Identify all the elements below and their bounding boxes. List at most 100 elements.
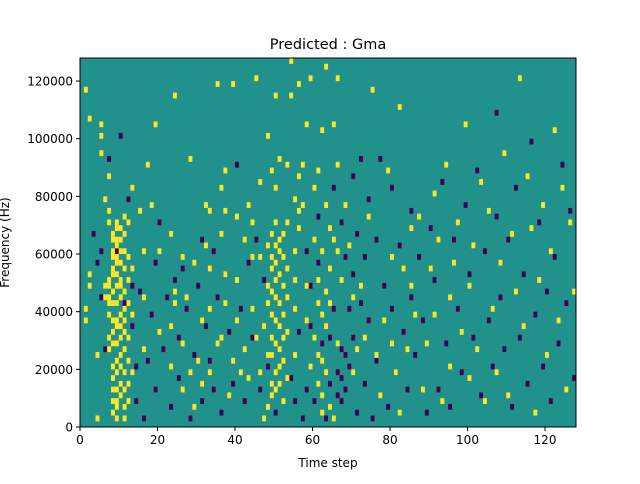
heatmap-cell-low xyxy=(138,288,143,295)
heatmap-cell-high xyxy=(277,323,282,330)
heatmap-cell-high xyxy=(297,225,301,232)
heatmap-cell-high xyxy=(122,386,127,393)
plot-frame xyxy=(79,57,577,428)
heatmap-cell-high xyxy=(560,184,565,191)
heatmap-cell-high xyxy=(537,277,542,283)
heatmap-cell-high xyxy=(285,161,290,168)
heatmap-cell-high xyxy=(242,346,247,353)
heatmap-cell-low xyxy=(215,294,220,301)
heatmap-cell-high xyxy=(320,127,325,134)
heatmap-cell-high xyxy=(277,248,282,255)
heatmap-cell-high xyxy=(320,248,325,255)
heatmap-cell-high xyxy=(200,317,205,324)
heatmap-cell-low xyxy=(207,357,212,364)
heatmap-cell-low xyxy=(200,236,205,243)
heatmap-cell-low xyxy=(475,167,480,174)
heatmap-cell-high xyxy=(149,202,154,208)
heatmap-cell-low xyxy=(273,409,278,416)
heatmap-cell-high xyxy=(114,357,119,364)
heatmap-cell-high xyxy=(235,277,239,283)
heatmap-cell-high xyxy=(107,282,112,289)
heatmap-cell-low xyxy=(331,305,336,312)
heatmap-cell-low xyxy=(335,392,340,399)
heatmap-cell-high xyxy=(118,363,123,370)
heatmap-cell-high xyxy=(300,202,305,208)
heatmap-cell-high xyxy=(277,236,282,243)
heatmap-cell-low xyxy=(238,305,243,312)
heatmap-cell-high xyxy=(114,300,119,306)
heatmap-cell-low xyxy=(351,271,356,278)
heatmap-cell-low xyxy=(397,242,402,249)
heatmap-cell-high xyxy=(343,202,348,208)
heatmap-cell-high xyxy=(122,305,127,312)
heatmap-cell-high xyxy=(258,254,263,260)
heatmap-cell-high xyxy=(262,323,267,330)
heatmap-cell-high xyxy=(114,398,119,404)
heatmap-cell-low xyxy=(359,156,363,162)
y-tick-label: 20000 xyxy=(35,363,73,377)
heatmap-cell-high xyxy=(320,311,325,318)
heatmap-cell-high xyxy=(273,277,278,283)
heatmap-cell-low xyxy=(467,271,472,278)
heatmap-cell-low xyxy=(153,386,158,393)
heatmap-cell-high xyxy=(130,311,135,318)
heatmap-cell-high xyxy=(382,317,387,324)
heatmap-cell-high xyxy=(107,294,112,301)
heatmap-cell-low xyxy=(490,363,495,370)
heatmap-cell-low xyxy=(362,380,367,387)
heatmap-cell-high xyxy=(107,346,112,353)
heatmap-cell-low xyxy=(320,340,325,347)
heatmap-cell-high xyxy=(266,300,270,306)
heatmap-cell-high xyxy=(173,92,177,99)
heatmap-cell-low xyxy=(347,305,352,312)
heatmap-cell-high xyxy=(312,334,317,341)
heatmap-cell-high xyxy=(258,369,263,376)
heatmap-cell-low xyxy=(339,375,344,381)
heatmap-cell-low xyxy=(409,207,414,214)
heatmap-cell-high xyxy=(300,161,305,168)
heatmap-cell-high xyxy=(281,398,286,404)
heatmap-cell-high xyxy=(188,156,193,162)
heatmap-cell-low xyxy=(560,161,565,168)
heatmap-cell-low xyxy=(134,363,139,370)
heatmap-cell-high xyxy=(293,352,298,358)
x-tick-label: 100 xyxy=(456,433,479,447)
heatmap-cell-low xyxy=(366,196,371,203)
heatmap-cell-high xyxy=(122,230,127,237)
heatmap-cell-high xyxy=(285,375,290,381)
heatmap-cell-high xyxy=(277,271,282,278)
heatmap-cell-low xyxy=(246,259,251,266)
y-tick-label: 60000 xyxy=(35,248,73,262)
heatmap-cell-high xyxy=(223,300,228,306)
heatmap-cell-high xyxy=(436,236,441,243)
heatmap-cell-low xyxy=(374,357,379,364)
heatmap-cell-high xyxy=(483,398,487,404)
heatmap-cell-high xyxy=(328,300,332,306)
heatmap-cell-high xyxy=(277,346,282,353)
heatmap-cell-low xyxy=(521,271,526,278)
heatmap-cell-high xyxy=(114,271,119,278)
heatmap-cell-low xyxy=(153,259,158,266)
y-tick-label: 0 xyxy=(65,421,73,435)
heatmap-cell-high xyxy=(455,219,460,226)
heatmap-cell-high xyxy=(331,121,336,128)
heatmap-cell-high xyxy=(498,259,503,266)
heatmap-cell-high xyxy=(184,294,189,301)
heatmap-cell-low xyxy=(308,282,313,289)
heatmap-cell-high xyxy=(324,323,329,330)
heatmap-cell-high xyxy=(316,352,321,358)
heatmap-cell-high xyxy=(111,386,115,393)
heatmap-cell-high xyxy=(126,219,131,226)
heatmap-cell-high xyxy=(126,334,131,341)
heatmap-cell-low xyxy=(378,156,383,162)
heatmap-cell-high xyxy=(99,132,104,139)
x-tick-label: 0 xyxy=(76,433,84,447)
heatmap-cell-high xyxy=(266,352,270,358)
heatmap-cell-high xyxy=(386,167,391,174)
heatmap-cell-low xyxy=(196,282,201,289)
heatmap-cell-low xyxy=(297,328,301,335)
heatmap-cell-high xyxy=(273,340,278,347)
heatmap-cell-high xyxy=(320,357,325,364)
heatmap-cell-high xyxy=(351,294,356,301)
heatmap-cell-low xyxy=(498,294,503,301)
